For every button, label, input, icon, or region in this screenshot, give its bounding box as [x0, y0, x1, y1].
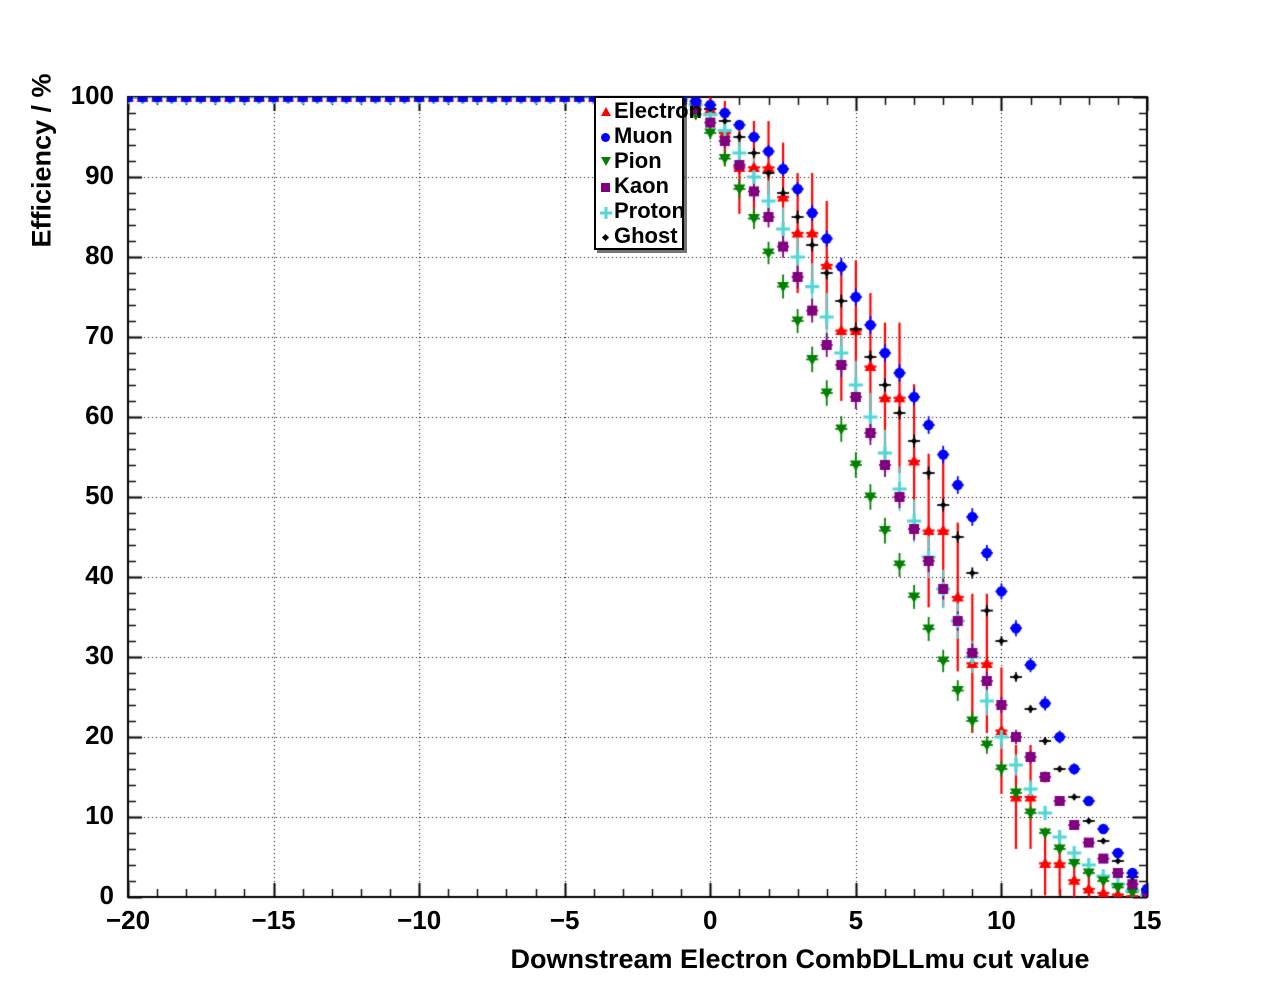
legend-label: Kaon: [614, 172, 669, 198]
legend-item-proton[interactable]: Proton: [596, 197, 685, 223]
circle-icon: [598, 125, 614, 147]
x-tick-label: 0: [703, 905, 718, 935]
y-tick-label: 20: [85, 720, 114, 750]
x-tick-label: −15: [251, 905, 296, 935]
y-tick-label: 70: [85, 320, 114, 350]
legend-label: Muon: [614, 122, 673, 148]
y-tick-label: 100: [70, 80, 114, 110]
y-tick-label: 10: [85, 800, 114, 830]
y-tick-label: 80: [85, 240, 114, 270]
legend-item-pion[interactable]: Pion: [596, 148, 682, 173]
legend-item-ghost[interactable]: Ghost: [596, 223, 682, 248]
y-tick-label: 30: [85, 640, 114, 670]
legend-item-muon[interactable]: Muon: [596, 123, 682, 148]
triangle-up-icon: [598, 100, 614, 122]
y-tick-label: 60: [85, 400, 114, 430]
x-tick-label: 10: [986, 905, 1016, 935]
cross-icon: [598, 200, 614, 222]
x-tick-label: −10: [397, 905, 442, 935]
legend-label: Ghost: [614, 222, 678, 248]
legend-label: Pion: [614, 147, 662, 173]
legend-item-kaon[interactable]: Kaon: [596, 173, 682, 198]
y-tick-label: 40: [85, 560, 114, 590]
legend-box: Electron Muon Pion Kaon Proton Ghost: [594, 96, 702, 250]
y-tick-label: 50: [85, 480, 114, 510]
y-tick-label: 90: [85, 160, 114, 190]
x-tick-label: 5: [848, 905, 864, 935]
x-tick-label: −20: [105, 905, 151, 935]
x-tick-label: 15: [1132, 905, 1162, 935]
dot-icon: [598, 225, 614, 247]
x-axis-label: Downstream Electron CombDLLmu cut value: [510, 944, 1090, 974]
legend-item-electron[interactable]: Electron: [596, 98, 702, 123]
legend-label: Electron: [614, 97, 703, 123]
x-tick-label: −5: [549, 905, 580, 935]
square-icon: [598, 175, 614, 197]
legend-label: Proton: [614, 197, 685, 223]
triangle-down-icon: [598, 150, 614, 172]
y-tick-label: 0: [99, 880, 114, 910]
